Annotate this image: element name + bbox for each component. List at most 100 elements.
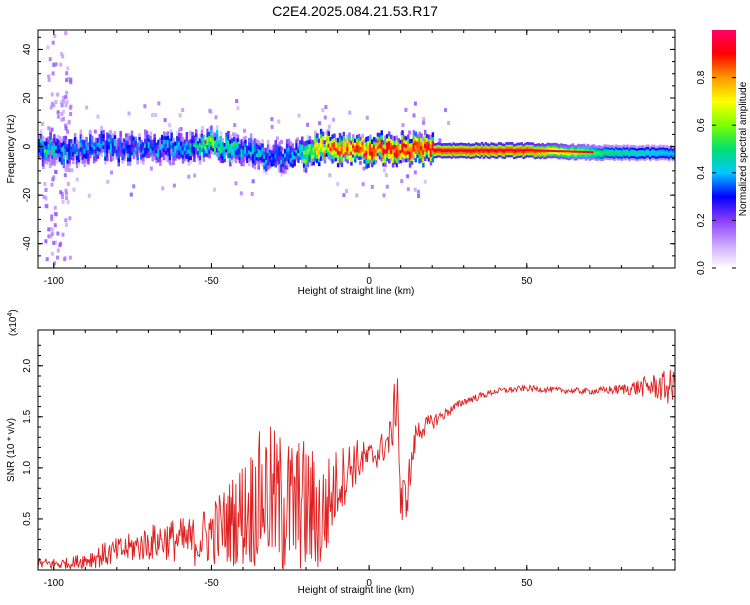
spectrogram-noise-cell — [50, 182, 54, 187]
spectrogram-cell — [571, 143, 575, 147]
spectrogram-cell — [463, 143, 467, 146]
spectrogram-cell — [134, 153, 137, 158]
spectrogram-cell — [151, 157, 154, 162]
spectrogram-cell — [121, 159, 124, 164]
spectrogram-cell — [282, 153, 285, 158]
spectrogram-cell — [214, 150, 217, 155]
spectrogram-cell — [641, 153, 645, 157]
spectrogram-cell — [64, 135, 67, 140]
spectrogram-cell — [352, 150, 355, 155]
spectrogram-cell — [225, 132, 228, 137]
spectrogram-noise-cell — [46, 45, 50, 50]
spectrogram-cell — [384, 162, 387, 168]
spectrogram-cell — [248, 153, 251, 159]
spectrogram-cell — [318, 138, 321, 143]
spectrogram-noise-cell — [96, 114, 100, 119]
spectrogram-cell — [284, 152, 287, 158]
spectrogram-cell — [609, 149, 612, 152]
spectrogram-cell — [348, 145, 351, 150]
spectrogram-cell — [172, 142, 175, 148]
spectrogram-cell — [573, 151, 576, 155]
spectrogram-cell — [497, 142, 501, 145]
spectrogram-cell — [92, 145, 96, 150]
spectrogram-cell — [202, 152, 206, 158]
spectrogram-cell — [408, 139, 412, 144]
spectrogram-cell — [634, 149, 637, 153]
spectrogram-cell — [422, 162, 425, 168]
spectrogram-cell — [410, 160, 414, 165]
spectrogram-cell — [193, 154, 196, 159]
spectrogram-cell — [280, 155, 283, 160]
spectrogram-cell — [55, 152, 58, 157]
spectrogram-cell — [355, 144, 359, 149]
spectrogram-cell — [609, 151, 612, 154]
spectrogram-cell — [327, 143, 330, 148]
spectrogram-cell — [454, 145, 457, 149]
spectrogram-cell — [651, 157, 654, 160]
spectrogram-cell — [433, 143, 436, 146]
spectrogram-cell — [145, 130, 149, 136]
spectrogram-cell — [412, 155, 416, 160]
spectrogram-cell — [98, 151, 101, 156]
spectrogram-cell — [552, 142, 556, 146]
spectrogram-cell — [306, 162, 310, 168]
spectrogram-cell — [588, 147, 592, 151]
spectrogram-cell — [51, 148, 54, 153]
spectrogram-cell — [223, 149, 226, 153]
spectrogram-cell — [261, 154, 264, 159]
spectrogram-cell — [422, 158, 425, 164]
spectrogram-cell — [266, 160, 270, 166]
spectrogram-cell — [284, 156, 287, 162]
spectrogram-cell — [571, 145, 575, 149]
spectrogram-cell — [635, 154, 639, 158]
spectrogram-cell — [405, 150, 408, 156]
spectrogram-cell — [234, 158, 238, 164]
spectrogram-cell — [603, 146, 607, 150]
spectrogram-cell — [416, 134, 419, 139]
spectrogram-cell — [435, 153, 438, 156]
spectrogram-noise-cell — [69, 79, 73, 84]
spectrogram-cell — [594, 155, 597, 159]
spectrogram-cell — [359, 143, 363, 147]
spectrogram-cell — [259, 142, 262, 147]
spectrogram-cell — [622, 152, 626, 156]
spectrogram-cell — [164, 150, 168, 155]
spectrogram-cell — [212, 134, 215, 139]
spectrogram-cell — [60, 146, 64, 152]
spectrogram-cell — [393, 160, 397, 165]
spectrogram-cell — [586, 148, 590, 151]
spectrogram-cell — [480, 152, 484, 156]
spectrogram-cell — [242, 153, 245, 159]
spectrogram-cell — [407, 134, 410, 139]
spectrogram-cell — [318, 157, 321, 163]
spectrogram-cell — [121, 149, 124, 154]
spectrogram-core-cell — [561, 150, 566, 153]
spectrogram-cell — [166, 155, 170, 161]
spectrogram-cell — [499, 150, 503, 154]
spectrogram-cell — [518, 146, 522, 150]
spectrogram-cell — [628, 148, 631, 151]
spectrogram-cell — [598, 157, 601, 161]
spectrogram-cell — [130, 142, 134, 148]
spectrogram-cell — [111, 142, 115, 148]
spectrogram-cell — [645, 150, 648, 154]
spectrogram-cell — [531, 154, 535, 158]
spectrogram-cell — [195, 129, 198, 134]
spectrogram-cell — [656, 158, 660, 161]
spectrogram-cell — [389, 149, 393, 155]
spectrogram-cell — [407, 142, 410, 147]
spectrogram-core-cell — [580, 150, 585, 153]
spectrogram-cell — [605, 157, 609, 160]
spectrogram-cell — [123, 154, 126, 159]
spectrogram-cell — [106, 136, 109, 141]
spectrogram-cell — [161, 143, 164, 149]
spectrogram-cell — [355, 134, 359, 139]
spectrogram-cell — [528, 146, 531, 150]
spectrogram-cell — [202, 148, 206, 154]
spectrogram-cell — [208, 126, 211, 132]
spectrogram-cell — [316, 149, 319, 155]
spectrogram-cell — [560, 147, 563, 151]
spectrogram-cell — [418, 149, 421, 155]
spectrogram-noise-cell — [318, 121, 322, 126]
spectrogram-cell — [658, 144, 662, 148]
